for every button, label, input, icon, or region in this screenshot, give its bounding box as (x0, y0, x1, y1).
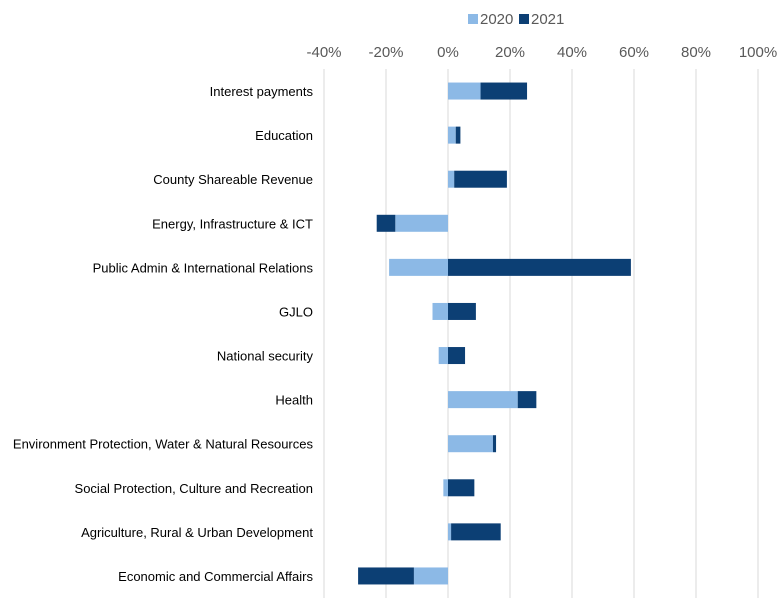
legend-swatch (519, 14, 529, 24)
gridlines (323, 69, 759, 598)
category-label: Social Protection, Culture and Recreatio… (75, 481, 313, 496)
category-label: Health (275, 393, 313, 408)
bar-2020 (438, 347, 448, 365)
category-label: GJLO (279, 304, 313, 319)
bar-2020 (448, 435, 493, 453)
x-tick-label: 60% (619, 44, 649, 61)
legend-label: 2020 (480, 11, 513, 28)
bar-2020 (448, 126, 456, 144)
bar-2020 (448, 391, 518, 409)
bar-2021 (517, 391, 537, 409)
legend-swatch (468, 14, 478, 24)
bar-2021 (480, 82, 528, 100)
category-label: Agriculture, Rural & Urban Development (81, 525, 313, 540)
x-tick-label: 20% (495, 44, 525, 61)
category-labels: Interest payments Education County Shareab… (13, 84, 314, 584)
bar-2020 (448, 170, 455, 188)
category-label: Economic and Commercial Affairs (118, 569, 313, 584)
bar-2021 (455, 126, 461, 144)
bar-2021 (448, 258, 631, 276)
bar-2020 (448, 523, 452, 541)
x-tick-label: -40% (306, 44, 341, 61)
bar-2021 (448, 302, 476, 320)
category-label: Education (255, 128, 313, 143)
bar-2021 (492, 435, 497, 453)
x-axis-ticks: -40% -20% 0% 20% 40% 60% 80% 100% (306, 44, 777, 61)
bar-2021 (451, 523, 501, 541)
legend: 2020 2021 (468, 11, 564, 28)
bar-2020 (443, 479, 448, 497)
bar-2020 (395, 214, 448, 232)
category-label: Energy, Infrastructure & ICT (152, 216, 313, 231)
bar-2021 (454, 170, 507, 188)
x-tick-label: 0% (437, 44, 459, 61)
bar-2020 (448, 82, 481, 100)
bar-2020 (413, 567, 448, 585)
bars (358, 82, 631, 585)
bar-2021 (448, 479, 475, 497)
category-label: Interest payments (210, 84, 314, 99)
category-label: Environment Protection, Water & Natural … (13, 437, 314, 452)
category-label: Public Admin & International Relations (93, 260, 314, 275)
bar-2020 (432, 302, 448, 320)
x-tick-label: 80% (681, 44, 711, 61)
bar-2021 (358, 567, 414, 585)
category-label: County Shareable Revenue (153, 172, 313, 187)
bar-2020 (389, 258, 448, 276)
x-tick-label: 100% (739, 44, 777, 61)
category-label: National security (217, 349, 314, 364)
bar-2021 (376, 214, 396, 232)
x-tick-label: -20% (368, 44, 403, 61)
bar-2021 (448, 347, 466, 365)
x-tick-label: 40% (557, 44, 587, 61)
legend-label: 2021 (531, 11, 564, 28)
